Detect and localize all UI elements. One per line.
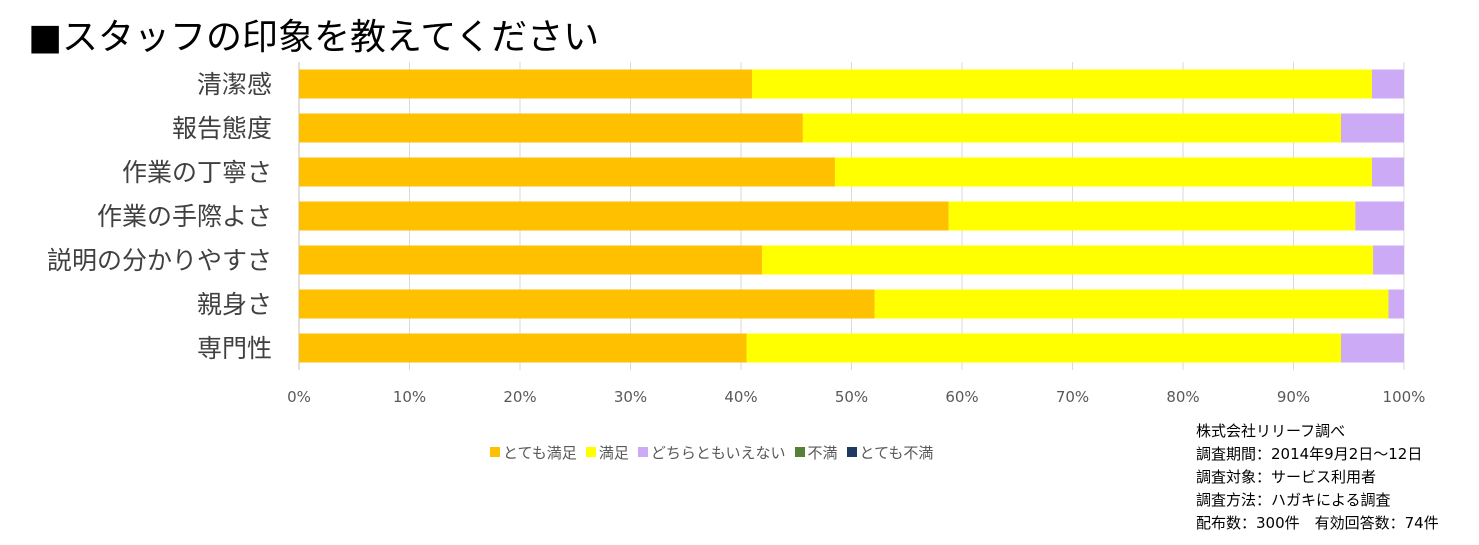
bar-segment bbox=[299, 69, 753, 99]
bar-segment bbox=[1341, 333, 1404, 363]
x-axis-tick-labels: 0% 10% 20% 30% 40% 50% 60% 70% 80% 90% 100% bbox=[287, 388, 1425, 406]
x-tick-label: 10% bbox=[393, 388, 426, 406]
bar-segment bbox=[299, 289, 875, 319]
legend-swatch bbox=[585, 447, 596, 457]
legend-label: どちらともいえない bbox=[650, 443, 786, 462]
bar-segment bbox=[802, 113, 1342, 143]
bar-segment bbox=[299, 245, 762, 275]
bar-segment bbox=[752, 69, 1372, 99]
category-label: 清潔感 bbox=[197, 70, 272, 99]
x-tick-label: 70% bbox=[1056, 388, 1089, 406]
bar-segment bbox=[299, 201, 949, 231]
source-line: 株式会社リリーフ調べ bbox=[1196, 422, 1346, 440]
bar-segment bbox=[834, 157, 1372, 187]
bar-segment bbox=[299, 157, 835, 187]
distribution-count: 配布数：300件 有効回答数：74件 bbox=[1196, 514, 1439, 532]
chart-title: ■スタッフの印象を教えてください bbox=[28, 17, 600, 58]
source-notes: 株式会社リリーフ調べ 調査期間：2014年9月2日～12日 調査対象：サービス利… bbox=[1196, 420, 1439, 535]
bar-segment bbox=[299, 333, 747, 363]
legend-label: 満足 bbox=[598, 443, 629, 462]
bar-segment bbox=[1341, 113, 1404, 143]
survey-period: 調査期間：2014年9月2日～12日 bbox=[1196, 445, 1423, 463]
legend-swatch bbox=[794, 447, 805, 457]
legend: とても満足 満足 どちらともいえない 不満 とても不満 bbox=[490, 441, 942, 463]
category-label: 説明の分かりやすさ bbox=[47, 246, 272, 275]
x-tick-label: 60% bbox=[945, 388, 978, 406]
category-label: 専門性 bbox=[197, 334, 272, 363]
legend-label: 不満 bbox=[807, 443, 838, 462]
x-tick-label: 100% bbox=[1383, 388, 1426, 406]
legend-swatch bbox=[637, 447, 648, 457]
legend-label: とても満足 bbox=[503, 443, 577, 462]
legend-item: 満足 bbox=[585, 442, 629, 463]
category-label: 親身さ bbox=[197, 290, 272, 319]
legend-item: とても不満 bbox=[846, 442, 934, 463]
bar-segment bbox=[1388, 289, 1404, 319]
survey-method: 調査方法：ハガキによる調査 bbox=[1196, 491, 1391, 509]
bar-segment bbox=[1371, 157, 1404, 187]
x-tick-label: 80% bbox=[1166, 388, 1199, 406]
bar-segment bbox=[948, 201, 1356, 231]
bar-series bbox=[299, 69, 1404, 363]
survey-target: 調査対象：サービス利用者 bbox=[1196, 468, 1377, 486]
x-tick-label: 50% bbox=[835, 388, 868, 406]
legend-label: とても不満 bbox=[859, 443, 934, 462]
legend-swatch bbox=[846, 447, 857, 457]
category-label: 報告態度 bbox=[172, 114, 272, 143]
x-tick-label: 30% bbox=[614, 388, 647, 406]
bar-segment bbox=[1371, 69, 1404, 99]
legend-item: 不満 bbox=[794, 442, 838, 463]
x-tick-label: 40% bbox=[724, 388, 757, 406]
bar-segment bbox=[874, 289, 1389, 319]
bar-segment bbox=[1373, 245, 1404, 275]
x-tick-label: 90% bbox=[1277, 388, 1310, 406]
x-tick-label: 0% bbox=[287, 388, 311, 406]
bar-segment bbox=[761, 245, 1374, 275]
category-label: 作業の丁寧さ bbox=[122, 158, 272, 187]
legend-swatch bbox=[490, 447, 500, 457]
bar-segment bbox=[1355, 201, 1404, 231]
bar-segment bbox=[746, 333, 1342, 363]
legend-item: どちらともいえない bbox=[637, 442, 786, 463]
legend-item: とても満足 bbox=[490, 442, 577, 463]
bar-segment bbox=[299, 113, 803, 143]
x-tick-label: 20% bbox=[503, 388, 536, 406]
category-label: 作業の手際よさ bbox=[97, 202, 272, 231]
